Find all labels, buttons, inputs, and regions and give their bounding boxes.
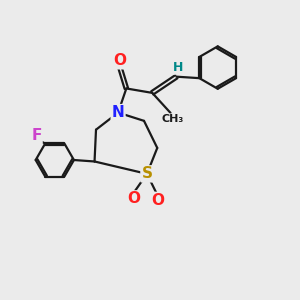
Text: O: O xyxy=(113,53,126,68)
Text: O: O xyxy=(151,193,164,208)
Text: N: N xyxy=(112,105,124,120)
Text: CH₃: CH₃ xyxy=(162,114,184,124)
Text: S: S xyxy=(142,166,152,181)
Text: F: F xyxy=(31,128,42,143)
Text: H: H xyxy=(173,61,183,74)
Text: O: O xyxy=(127,191,140,206)
